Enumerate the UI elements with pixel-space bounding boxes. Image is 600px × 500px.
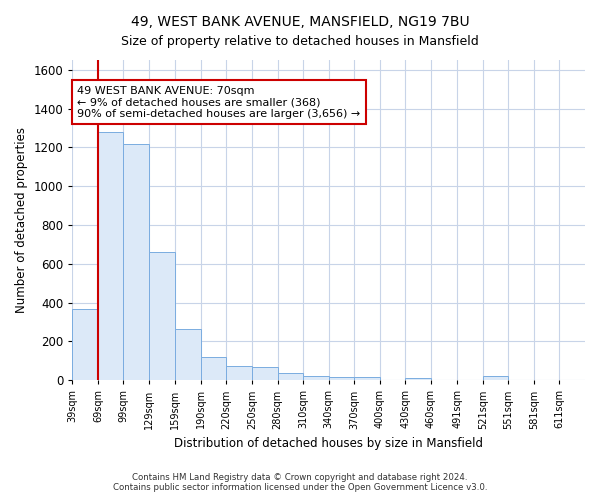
- Bar: [149, 252, 175, 380]
- Bar: [73, 309, 98, 380]
- Bar: [406, 378, 431, 380]
- Bar: [354, 378, 380, 380]
- Y-axis label: Number of detached properties: Number of detached properties: [15, 127, 28, 313]
- Bar: [98, 132, 124, 380]
- Bar: [483, 376, 508, 380]
- X-axis label: Distribution of detached houses by size in Mansfield: Distribution of detached houses by size …: [174, 437, 483, 450]
- Bar: [124, 144, 149, 380]
- Bar: [303, 376, 329, 380]
- Text: 49 WEST BANK AVENUE: 70sqm
← 9% of detached houses are smaller (368)
90% of semi: 49 WEST BANK AVENUE: 70sqm ← 9% of detac…: [77, 86, 361, 119]
- Bar: [201, 357, 226, 380]
- Bar: [329, 378, 354, 380]
- Text: Contains HM Land Registry data © Crown copyright and database right 2024.
Contai: Contains HM Land Registry data © Crown c…: [113, 473, 487, 492]
- Text: Size of property relative to detached houses in Mansfield: Size of property relative to detached ho…: [121, 35, 479, 48]
- Text: 49, WEST BANK AVENUE, MANSFIELD, NG19 7BU: 49, WEST BANK AVENUE, MANSFIELD, NG19 7B…: [131, 15, 469, 29]
- Bar: [226, 366, 252, 380]
- Bar: [252, 367, 278, 380]
- Bar: [278, 374, 303, 380]
- Bar: [175, 329, 201, 380]
